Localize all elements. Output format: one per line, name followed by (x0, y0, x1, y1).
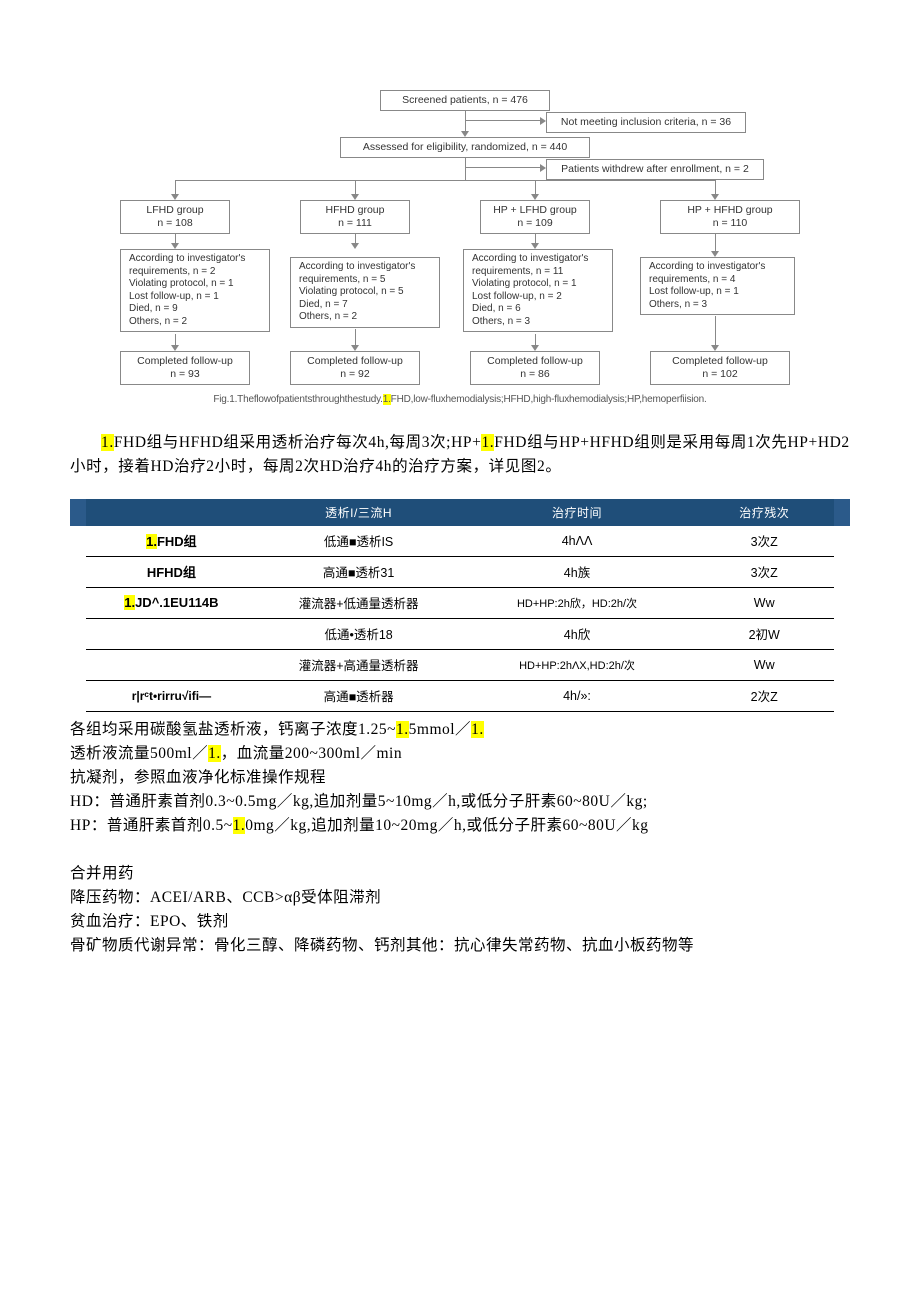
line-2: 抗凝剂，参照血液净化标准操作规程 (70, 766, 850, 790)
conn (715, 180, 716, 195)
flowchart: Screened patients, n = 476 Not meeting i… (120, 90, 800, 390)
caption-post: FHD,low-fluxhemodialysis;HFHD,high-fluxh… (391, 394, 707, 405)
r0-c2: 低通■透析IS (257, 526, 460, 557)
r3-c3: 4h欣 (460, 619, 694, 650)
table-row: 灌流器+高通量透析器 HD+HP:2hΛX,HD:2h/次 Ww (70, 650, 850, 681)
th-lead (70, 499, 86, 526)
r0-label: FHD组 (157, 534, 197, 549)
box-g2-title: HP + LFHD group n = 109 (480, 200, 590, 234)
text-lines: 各组均采用碳酸氢盐透析液，钙离子浓度1.25~1.5mmol／1. 透析液流量5… (70, 718, 850, 958)
caption-pre: Fig.1.Theflowofpatientsthroughthestudy. (213, 394, 382, 405)
r1-label: HFHD组 (86, 557, 258, 588)
conn (465, 111, 466, 131)
r2-hl: 1. (124, 595, 135, 610)
r5-c2: 高通■透析器 (257, 681, 460, 712)
table-row: r|rᶜt•rirru√ifi— 高通■透析器 4h/»: 2次Z (70, 681, 850, 712)
conn (465, 120, 540, 121)
box-g0-title: LFHD group n = 108 (120, 200, 230, 234)
l0-b: 5mmol／ (409, 721, 471, 738)
r2-c2: 灌流器+低通量透析器 (257, 588, 460, 619)
conn (465, 167, 540, 168)
box-g3-title: HP + HFHD group n = 110 (660, 200, 800, 234)
para-hl2: 1. (481, 434, 494, 451)
r1-c3: 4h族 (460, 557, 694, 588)
conn (355, 329, 356, 346)
box-assessed: Assessed for eligibility, randomized, n … (340, 137, 590, 158)
l1-hl: 1. (208, 745, 221, 762)
table-row: 1.FHD组 低通■透析IS 4hΛΛ 3次Z (70, 526, 850, 557)
r3-label (86, 619, 258, 650)
l1-b: ，血流量200~300ml／min (221, 745, 402, 762)
r4-c4: Ww (694, 650, 834, 681)
box-g2-detail: According to investigator's requirements… (463, 249, 613, 332)
figure-caption: Fig.1.Theflowofpatientsthroughthestudy.1… (70, 394, 850, 405)
table-body: 1.FHD组 低通■透析IS 4hΛΛ 3次Z HFHD组 高通■透析31 4h… (70, 526, 850, 712)
th-c3: 治疗时间 (460, 499, 694, 526)
r2-label: JD^.1EU114B (135, 595, 218, 610)
r4-c3: HD+HP:2hΛX,HD:2h/次 (460, 650, 694, 681)
para-t1: FHD组与HFHD组采用透析治疗每次4h,每周3次;HP+ (114, 434, 482, 451)
line-0: 各组均采用碳酸氢盐透析液，钙离子浓度1.25~1.5mmol／1. (70, 718, 850, 742)
l0-hl: 1. (396, 721, 409, 738)
line-5: 合并用药 (70, 862, 850, 886)
box-screened: Screened patients, n = 476 (380, 90, 550, 111)
conn (535, 180, 536, 195)
conn (715, 316, 716, 346)
conn (175, 180, 715, 181)
para-hl1: 1. (101, 434, 114, 451)
box-withdrew: Patients withdrew after enrollment, n = … (546, 159, 764, 180)
box-g1-detail: According to investigator's requirements… (290, 257, 440, 328)
r5-c3: 4h/»: (460, 681, 694, 712)
table-row: 低通•透析18 4h欣 2初W (70, 619, 850, 650)
l1-a: 透析液流量500ml／ (70, 745, 208, 762)
line-6: 降压药物：ACEI/ARB、CCB>αβ受体阻滞剂 (70, 886, 850, 910)
box-g3-completed: Completed follow-up n = 102 (650, 351, 790, 385)
r2-c3: HD+HP:2h欣，HD:2h/次 (460, 588, 694, 619)
r4-label (86, 650, 258, 681)
box-not-meeting: Not meeting inclusion criteria, n = 36 (546, 112, 746, 133)
arrow (351, 243, 359, 249)
box-g1-title: HFHD group n = 111 (300, 200, 410, 234)
line-1: 透析液流量500ml／1.，血流量200~300ml／min (70, 742, 850, 766)
table-row: 1.JD^.1EU114B 灌流器+低通量透析器 HD+HP:2h欣，HD:2h… (70, 588, 850, 619)
th-c2: 透析I/三流H (257, 499, 460, 526)
line-8: 骨矿物质代谢异常：骨化三醇、降磷药物、钙剂其他：抗心律失常药物、抗血小板药物等 (70, 934, 850, 958)
conn (175, 180, 176, 195)
conn (715, 234, 716, 252)
r1-c4: 3次Z (694, 557, 834, 588)
r4-c2: 灌流器+高通量透析器 (257, 650, 460, 681)
th-c4: 治疗残次 (694, 499, 834, 526)
conn (355, 180, 356, 195)
r3-c4: 2初W (694, 619, 834, 650)
treatment-table: 透析I/三流H 治疗时间 治疗残次 1.FHD组 低通■透析IS 4hΛΛ 3次… (70, 499, 850, 712)
r5-c4: 2次Z (694, 681, 834, 712)
r5-label: r|rᶜt•rirru√ifi— (86, 681, 258, 712)
l4-b: 0mg／kg,追加剂量10~20mg／h,或低分子肝素60~80U／kg (245, 817, 648, 834)
l4-a: HP：普通肝素首剂0.5~ (70, 817, 233, 834)
th-c1 (86, 499, 258, 526)
th-lead (834, 499, 850, 526)
r0-hl: 1. (146, 534, 157, 549)
box-g3-detail: According to investigator's requirements… (640, 257, 795, 315)
line-4: HP：普通肝素首剂0.5~1.0mg／kg,追加剂量10~20mg／h,或低分子… (70, 814, 850, 838)
r3-c2: 低通•透析18 (257, 619, 460, 650)
box-g2-completed: Completed follow-up n = 86 (470, 351, 600, 385)
r0-c4: 3次Z (694, 526, 834, 557)
l4-hl: 1. (233, 817, 246, 834)
box-g0-detail: According to investigator's requirements… (120, 249, 270, 332)
l0-hl2: 1. (471, 721, 484, 738)
caption-hl: 1. (383, 394, 391, 405)
r0-c3: 4hΛΛ (460, 526, 694, 557)
r1-c2: 高通■透析31 (257, 557, 460, 588)
conn (465, 158, 466, 180)
box-g1-completed: Completed follow-up n = 92 (290, 351, 420, 385)
l0-a: 各组均采用碳酸氢盐透析液，钙离子浓度1.25~ (70, 721, 396, 738)
line-7: 贫血治疗：EPO、铁剂 (70, 910, 850, 934)
box-g0-completed: Completed follow-up n = 93 (120, 351, 250, 385)
table-row: HFHD组 高通■透析31 4h族 3次Z (70, 557, 850, 588)
main-paragraph: 1.FHD组与HFHD组采用透析治疗每次4h,每周3次;HP+1.FHD组与HP… (70, 431, 850, 479)
r2-c4: Ww (694, 588, 834, 619)
line-3: HD：普通肝素首剂0.3~0.5mg／kg,追加剂量5~10mg／h,或低分子肝… (70, 790, 850, 814)
